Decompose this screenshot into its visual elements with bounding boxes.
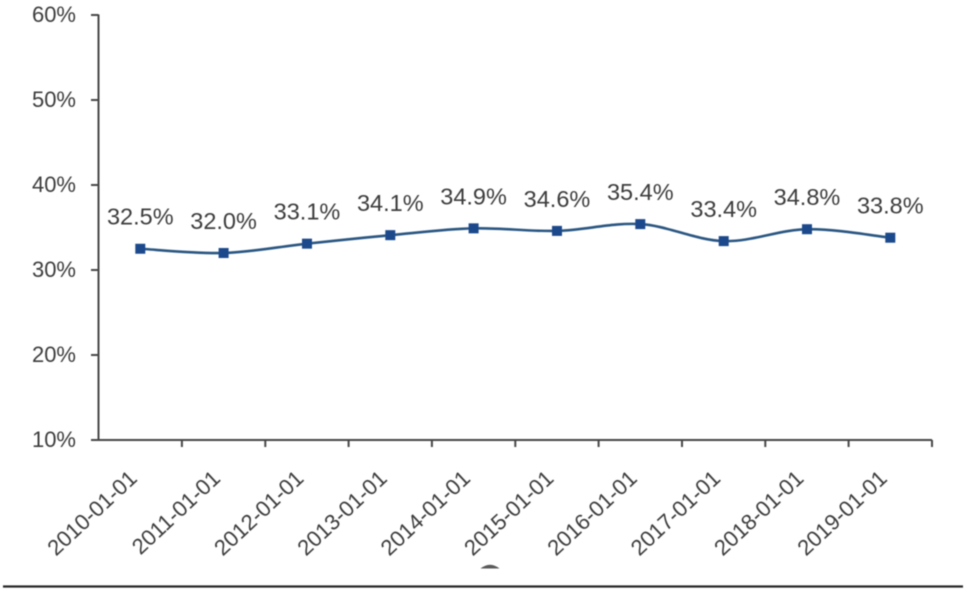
svg-text:50%: 50% xyxy=(32,87,76,112)
svg-text:20%: 20% xyxy=(32,342,76,367)
svg-text:10%: 10% xyxy=(32,427,76,452)
svg-text:35.4%: 35.4% xyxy=(607,179,674,205)
svg-text:33.1%: 33.1% xyxy=(274,199,341,225)
svg-text:34.6%: 34.6% xyxy=(524,186,591,212)
svg-text:33.8%: 33.8% xyxy=(857,193,924,219)
svg-text:30%: 30% xyxy=(32,257,76,282)
svg-text:40%: 40% xyxy=(32,172,76,197)
svg-text:32.0%: 32.0% xyxy=(190,208,257,234)
svg-text:32.5%: 32.5% xyxy=(107,204,174,230)
svg-text:34.8%: 34.8% xyxy=(774,184,841,210)
svg-text:34.9%: 34.9% xyxy=(440,183,507,209)
svg-text:33.4%: 33.4% xyxy=(690,196,757,222)
svg-text:60%: 60% xyxy=(32,2,76,27)
svg-text:34.1%: 34.1% xyxy=(357,190,424,216)
